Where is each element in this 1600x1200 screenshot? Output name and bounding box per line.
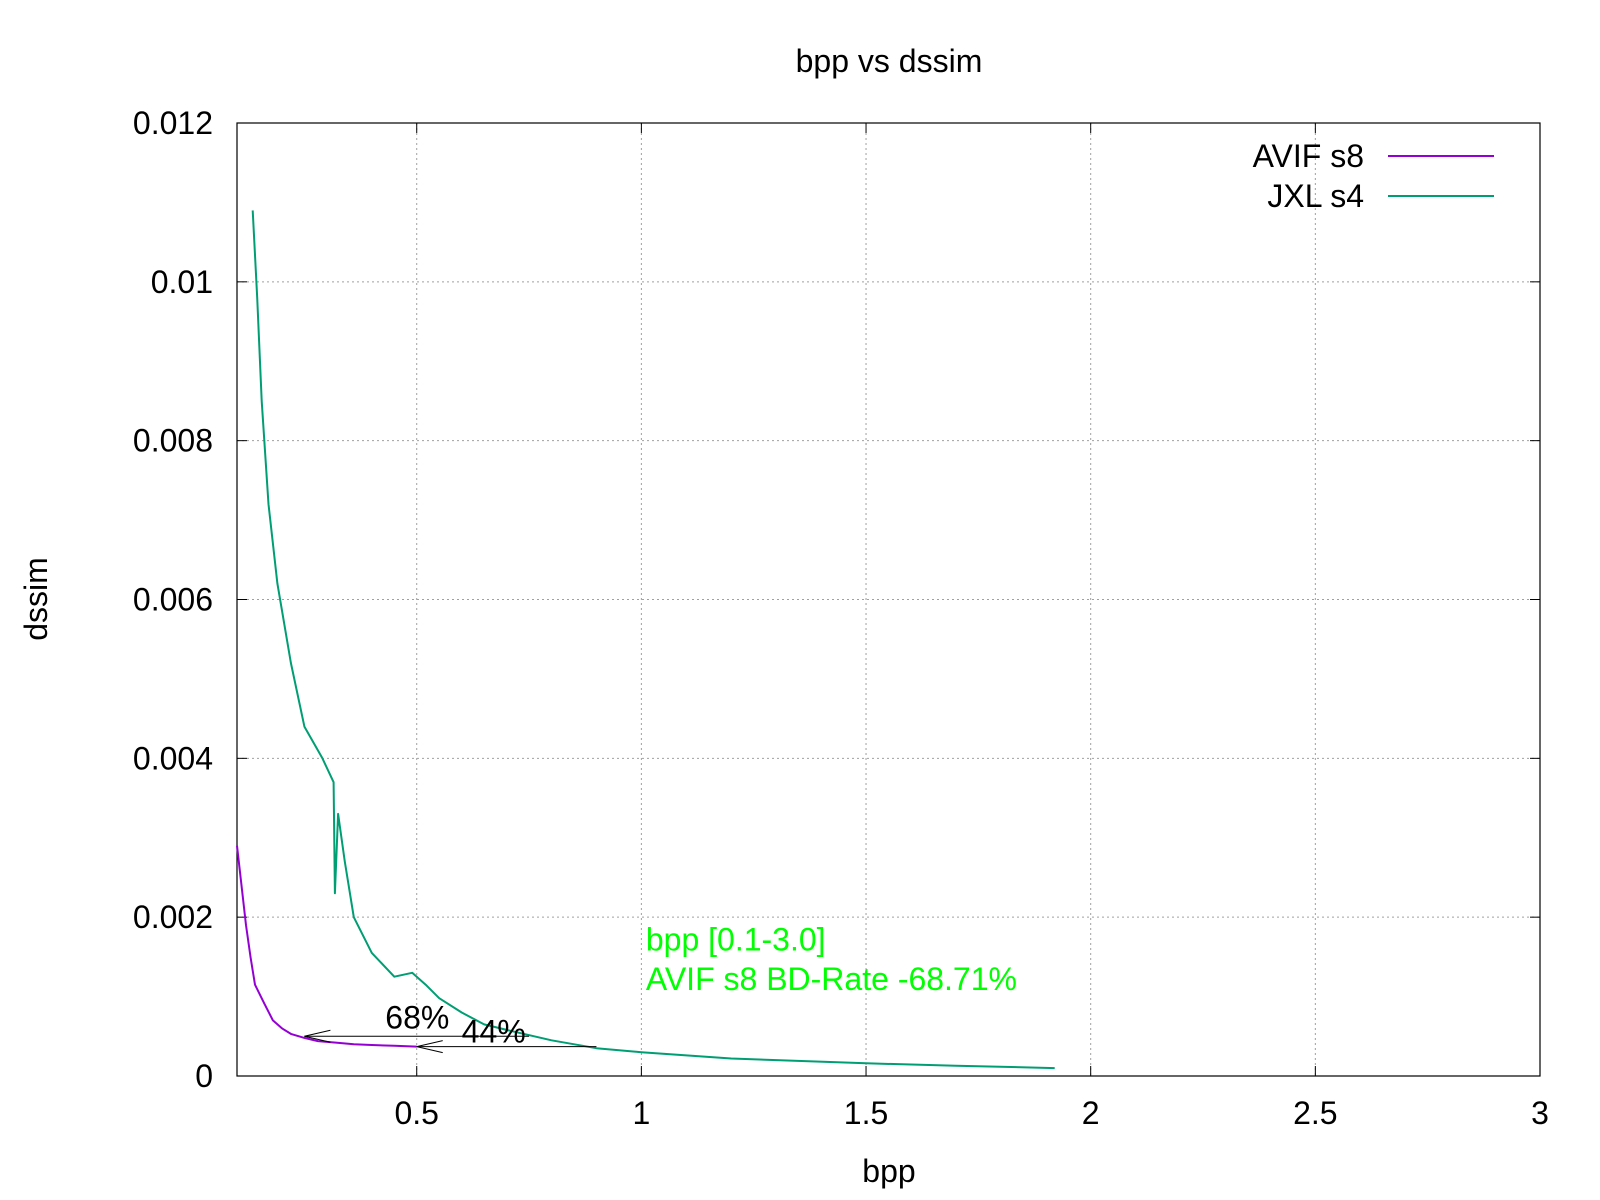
series-line-avif-s8 <box>236 845 417 1048</box>
series-line-jxl-s4 <box>251 210 1055 1070</box>
y-tick-label: 0.004 <box>133 740 213 776</box>
grid-layer <box>237 123 1540 1076</box>
legend-label: AVIF s8 <box>1253 138 1364 174</box>
annotation-label: bpp [0.1-3.0] <box>646 922 826 958</box>
y-axis-title: dssim <box>18 557 54 641</box>
annotation-layer: 68% 44% bpp [0.1-3.0]AVIF s8 BD-Rate -68.7… <box>385 922 1017 1050</box>
arrow-head <box>416 1040 443 1054</box>
x-axis-title: bpp <box>862 1153 915 1189</box>
series-layer <box>236 210 1055 1070</box>
tick-layer: 0.5 1 1.5 2 2.5 3 0 0.002 0.004 0.006 0.008 0.01 0.0… <box>133 105 1549 1131</box>
chart-title: bpp vs dssim <box>796 43 983 79</box>
legend-label: JXL s4 <box>1267 178 1364 214</box>
y-tick-label: 0.01 <box>151 264 213 300</box>
annotation-label: 68% <box>385 999 449 1035</box>
x-tick-label: 1.5 <box>844 1095 888 1131</box>
arrow-head <box>304 1029 331 1043</box>
x-tick-label: 3 <box>1531 1095 1549 1131</box>
x-tick-label: 1 <box>632 1095 650 1131</box>
annotation-label: AVIF s8 BD-Rate -68.71% <box>646 961 1017 997</box>
y-tick-label: 0.008 <box>133 423 213 459</box>
x-tick-label: 2 <box>1082 1095 1100 1131</box>
annotation-label: 44% <box>462 1014 526 1050</box>
y-tick-label: 0.002 <box>133 899 213 935</box>
y-tick-label: 0.012 <box>133 105 213 141</box>
arrow-layer <box>304 1029 597 1054</box>
x-tick-label: 0.5 <box>394 1095 438 1131</box>
y-tick-label: 0 <box>195 1058 213 1094</box>
y-tick-label: 0.006 <box>133 582 213 618</box>
legend: AVIF s8 JXL s4 <box>1253 138 1494 214</box>
x-tick-label: 2.5 <box>1293 1095 1337 1131</box>
